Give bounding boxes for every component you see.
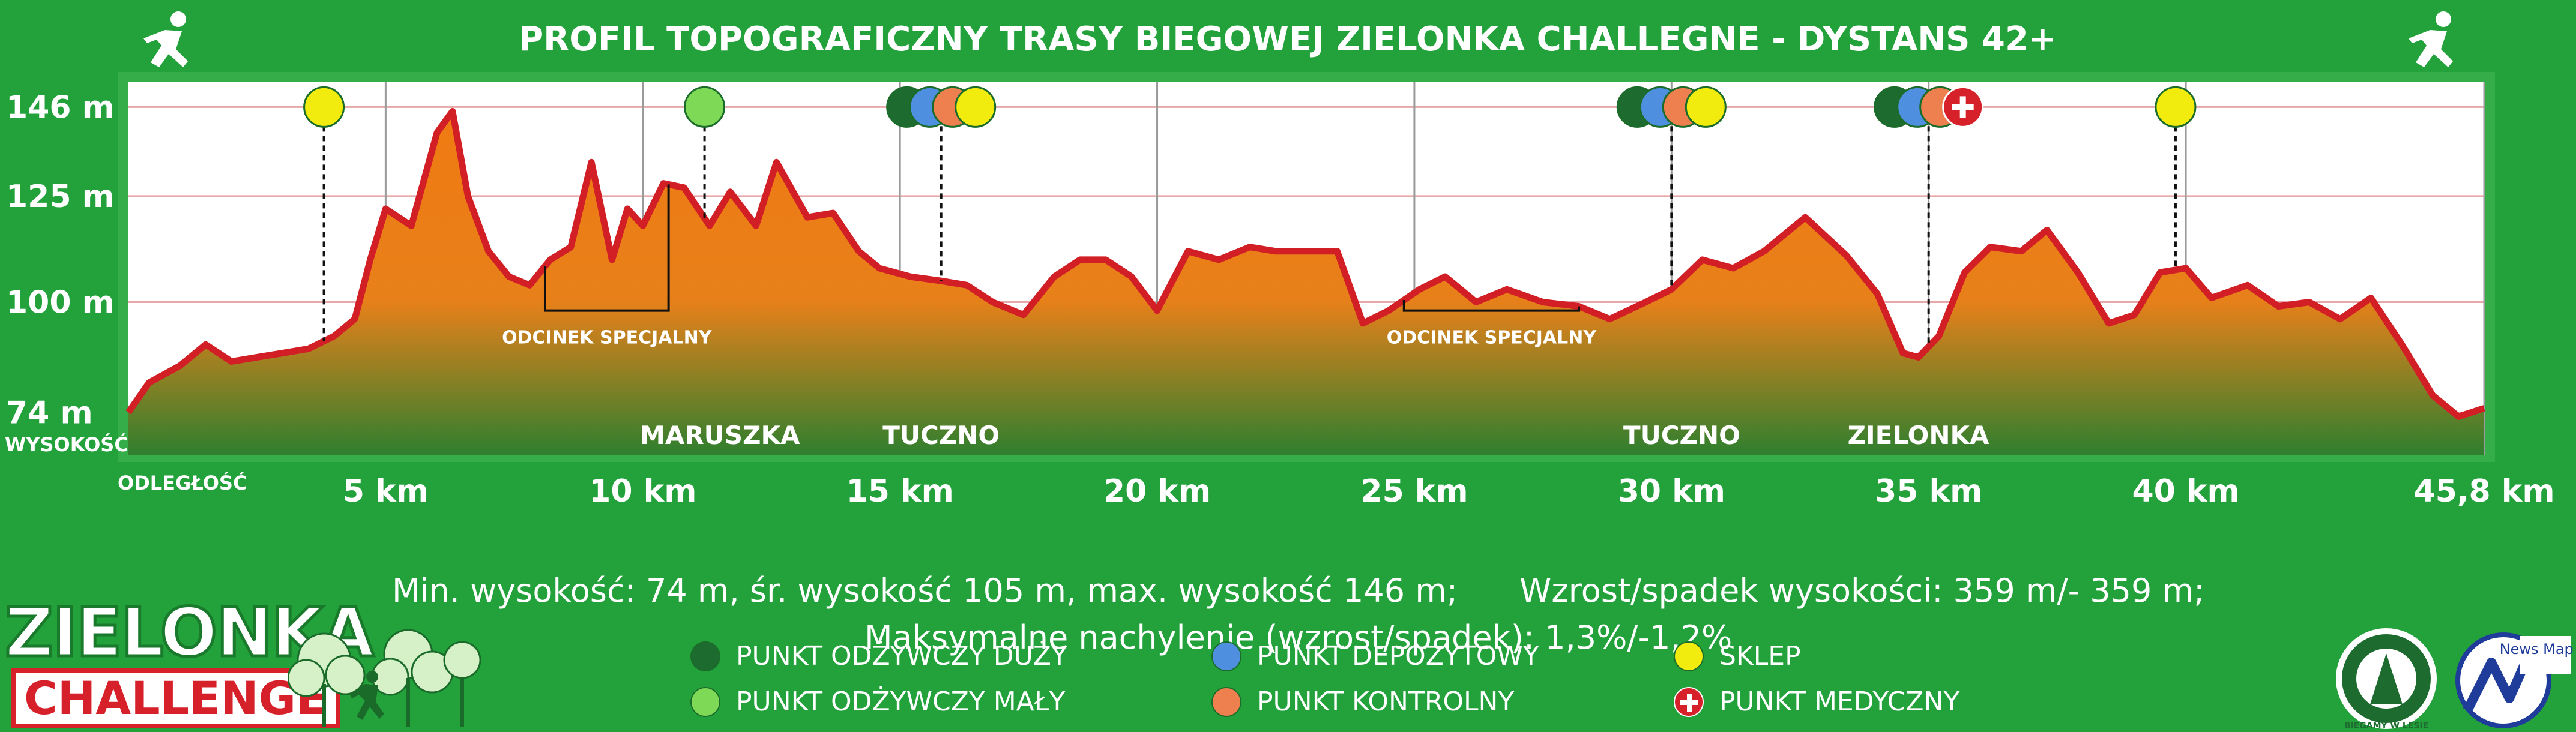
x-tick-label: 35 km xyxy=(1875,473,1982,509)
forest-runner-illustration xyxy=(288,629,481,727)
y-tick-label: 74 m xyxy=(6,395,93,431)
place-labels: MARUSZKA TUCZNO TUCZNO ZIELONKA xyxy=(640,421,1989,450)
place-label: TUCZNO xyxy=(882,421,1000,450)
x-axis-ticks: 5 km 10 km 15 km 20 km 25 km 30 km 35 km 40 km 4… xyxy=(343,473,2555,509)
legend-item-deposit: PUNKT DEPOZYTOWY xyxy=(1211,641,1539,671)
legend-item-control: PUNKT KONTROLNY xyxy=(1211,686,1514,717)
stats-elevation: Min. wysokość: 74 m, śr. wysokość 105 m,… xyxy=(391,572,1458,610)
place-label: TUCZNO xyxy=(1623,421,1740,450)
runner-icon-right xyxy=(2409,11,2453,67)
stats-line-1: Min. wysokość: 74 m, śr. wysokość 105 m,… xyxy=(0,534,2576,610)
biegamy-w-lesie-logo: BIEGAMY W LESIE xyxy=(2336,628,2437,731)
stats-gain-loss: Wzrost/spadek wysokości: 359 m/- 359 m; xyxy=(1519,572,2205,610)
control-point-icon xyxy=(1211,686,1241,717)
legend-item-small-food: PUNKT ODŻYWCZY MAŁY xyxy=(690,686,1065,717)
special-section-bracket xyxy=(543,184,670,312)
markers xyxy=(303,86,2197,347)
special-section-label: ODCINEK SPECJALNY xyxy=(502,328,713,349)
large-food-point-icon xyxy=(690,641,720,671)
logo-word-zielonka: ZIELONKA xyxy=(4,594,376,672)
biegamy-badge-text: BIEGAMY W LESIE xyxy=(2344,721,2428,731)
marker-point xyxy=(1685,86,1727,128)
x-axis-label: ODLEGŁOŚĆ xyxy=(118,471,247,494)
x-tick-label: 20 km xyxy=(1103,473,1211,509)
special-sections: ODCINEK SPECJALNY ODCINEK SPECJALNY xyxy=(502,184,1597,349)
marker-point xyxy=(1942,86,1984,128)
newsmap-logo: News Map.pl xyxy=(2455,632,2572,728)
y-tick-label: 100 m xyxy=(6,285,115,321)
small-food-point-icon xyxy=(690,686,720,717)
shop-icon xyxy=(1674,641,1704,671)
zielonka-challenge-logo: ZIELONKA CHALLENGE xyxy=(4,594,376,729)
legend-item-large-food: PUNKT ODŻYWCZY DUŻY xyxy=(690,641,1067,671)
x-tick-label: 5 km xyxy=(343,473,429,509)
chart-title: PROFIL TOPOGRAFICZNY TRASY BIEGOWEJ ZIEL… xyxy=(519,20,2057,59)
legend-item-shop: SKLEP xyxy=(1674,641,1801,671)
place-label: ZIELONKA xyxy=(1848,421,1989,450)
x-tick-label: 45,8 km xyxy=(2413,473,2554,509)
y-tick-label: 146 m xyxy=(6,89,115,125)
elevation-line xyxy=(125,108,2485,420)
logo-word-challenge: CHALLENGE xyxy=(11,668,340,728)
y-axis-ticks: 74 m 100 m 125 m 146 m xyxy=(6,89,115,431)
x-tick-label: 10 km xyxy=(589,473,696,509)
deposit-point-icon xyxy=(1211,641,1241,671)
x-tick-label: 40 km xyxy=(2132,473,2239,509)
medical-point-icon xyxy=(1674,686,1704,717)
elevation-area xyxy=(128,111,2484,455)
place-label: MARUSZKA xyxy=(640,421,800,450)
marker-point xyxy=(955,86,997,128)
x-tick-label: 15 km xyxy=(846,473,954,509)
special-section-bracket xyxy=(1402,300,1581,312)
y-axis-label: WYSOKOŚĆ xyxy=(5,433,128,456)
marker-point xyxy=(303,86,345,128)
legend-item-medical: PUNKT MEDYCZNY xyxy=(1674,686,1959,717)
x-tick-label: 30 km xyxy=(1618,473,1725,509)
marker-point xyxy=(684,86,726,128)
runner-icon-left xyxy=(143,11,188,67)
special-section-label: ODCINEK SPECJALNY xyxy=(1387,328,1597,349)
x-tick-label: 25 km xyxy=(1360,473,1468,509)
newsmap-text: News Map.pl xyxy=(2500,641,2572,658)
y-tick-label: 125 m xyxy=(6,179,115,215)
marker-point xyxy=(2155,86,2197,128)
